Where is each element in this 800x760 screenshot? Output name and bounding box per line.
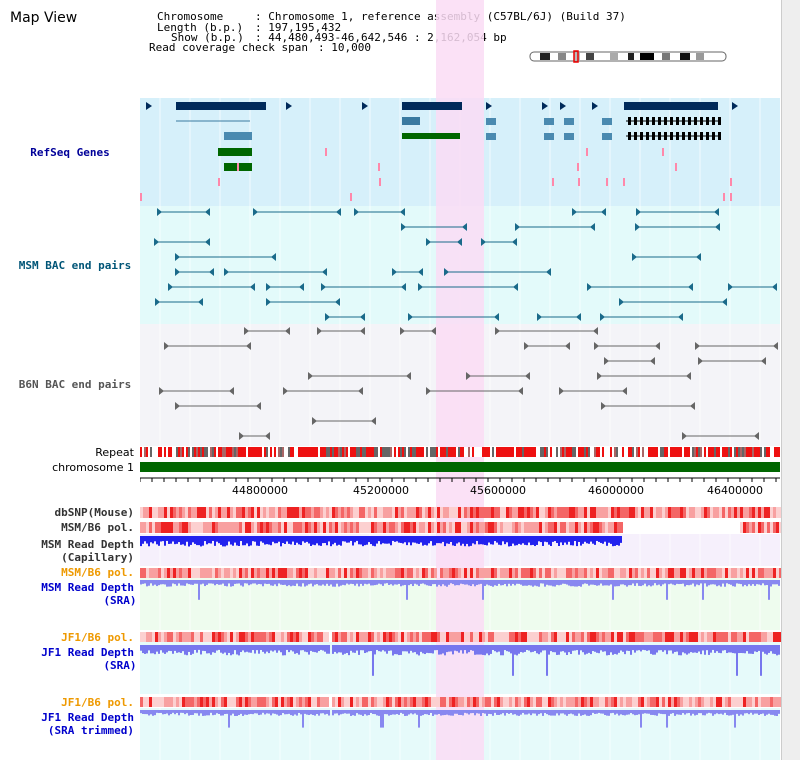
msm-b6-pol-2-track[interactable] — [140, 568, 782, 578]
jf1-depth-trim-track[interactable] — [140, 710, 780, 728]
axis-tick-label: 46000000 — [588, 484, 644, 497]
msm-depth-sra-track[interactable] — [140, 580, 780, 600]
refseq-genes-label[interactable]: RefSeq Genes — [30, 146, 110, 159]
chromosome-label: Chromosome — [157, 10, 224, 23]
gene-feature[interactable] — [402, 133, 460, 139]
axis-tick-label: 46400000 — [707, 484, 763, 497]
msm-b6-pol-2-label[interactable]: MSM/B6 pol. — [61, 566, 134, 579]
show-label: Show (b.p.) — [171, 31, 244, 44]
gene-feature[interactable] — [218, 148, 252, 156]
msm-bac-label[interactable]: MSM BAC end pairs — [18, 259, 132, 272]
jf1-b6-pol-2-label[interactable]: JF1/B6 pol. — [61, 696, 134, 709]
chromosome-track-label: chromosome 1 — [52, 461, 134, 474]
dbsnp-track[interactable] — [140, 507, 782, 518]
length-label: Length (b.p.) — [157, 21, 244, 34]
jf1-depth-trim-label[interactable]: JF1 Read Depth — [41, 711, 134, 724]
msm-depth-capillary-label[interactable]: MSM Read Depth — [41, 538, 134, 551]
axis-tick-label: 45200000 — [353, 484, 409, 497]
chromosome-ideogram[interactable] — [529, 50, 727, 63]
dbsnp-label[interactable]: dbSNP(Mouse) — [54, 506, 134, 519]
b6n-bac-label[interactable]: B6N BAC end pairs — [18, 378, 132, 391]
jf1-depth-sra-sublabel: (SRA) — [103, 659, 137, 672]
jf1-b6-pol-label[interactable]: JF1/B6 pol. — [61, 631, 134, 644]
jf1-b6-pol-track[interactable] — [140, 632, 782, 642]
msm-depth-sra-sublabel: (SRA) — [103, 594, 137, 607]
msm-b6-pol-label[interactable]: MSM/B6 pol. — [61, 521, 134, 534]
gene-feature[interactable] — [402, 102, 462, 110]
position-axis — [140, 477, 780, 482]
refseq-genes-track[interactable] — [140, 102, 738, 201]
vertical-scrollbar[interactable] — [781, 0, 800, 760]
axis-tick-label: 45600000 — [470, 484, 526, 497]
jf1-depth-trim-sublabel: (SRA trimmed) — [47, 724, 134, 737]
jf1-b6-pol-2-track[interactable] — [140, 697, 782, 707]
track-canvas[interactable] — [140, 0, 800, 760]
jf1-depth-sra-label[interactable]: JF1 Read Depth — [41, 646, 134, 659]
chromosome-bar[interactable] — [140, 462, 780, 472]
coverage-value: : 10,000 — [318, 41, 371, 54]
length-value: : 197,195,432 — [255, 21, 342, 34]
msm-depth-capillary-track[interactable] — [140, 536, 622, 547]
msm-depth-capillary-sublabel: (Capillary) — [61, 551, 134, 564]
msm-depth-sra-label[interactable]: MSM Read Depth — [41, 581, 134, 594]
gene-feature[interactable] — [402, 117, 420, 125]
track-panel[interactable] — [140, 0, 782, 760]
gene-feature[interactable] — [224, 132, 252, 140]
b6n-bac-track[interactable] — [159, 327, 778, 440]
msm-b6-pol-track[interactable] — [140, 522, 782, 533]
repeat-label: Repeat — [95, 446, 134, 459]
page-title: Map View — [10, 10, 78, 26]
gene-feature[interactable] — [176, 102, 266, 110]
axis-tick-label: 44800000 — [232, 484, 288, 497]
gene-feature[interactable] — [624, 102, 718, 110]
repeat-track[interactable] — [140, 447, 780, 457]
jf1-depth-sra-track[interactable] — [140, 645, 780, 676]
msm-bac-track[interactable] — [154, 208, 777, 321]
coverage-label: Read coverage check span — [149, 41, 308, 54]
